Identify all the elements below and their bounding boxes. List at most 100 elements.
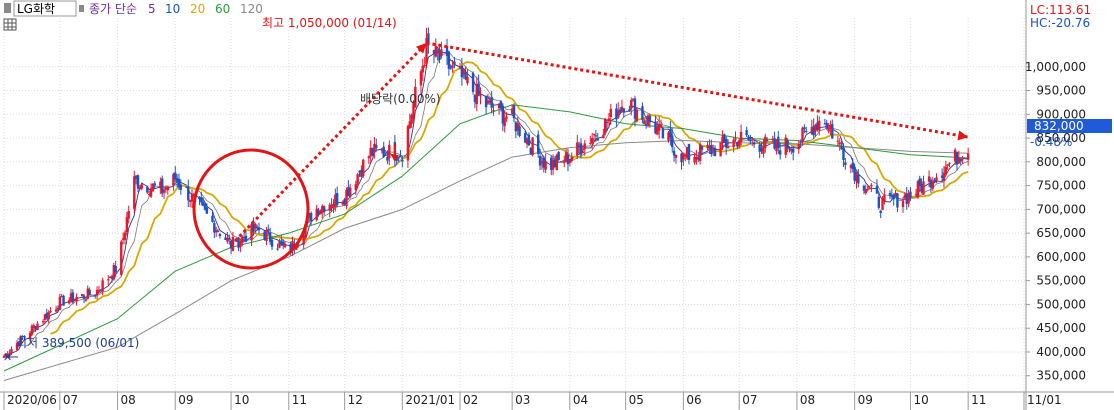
- candle-body: [788, 147, 791, 150]
- candle-body: [451, 65, 454, 68]
- candle-body: [635, 109, 639, 122]
- x-tick-label: 11: [971, 393, 986, 407]
- candle-body: [581, 151, 585, 154]
- candle-body: [343, 199, 346, 204]
- candle-body: [801, 127, 804, 143]
- candle-body: [255, 226, 259, 228]
- candle-body: [825, 122, 828, 129]
- candle-body: [641, 106, 644, 121]
- candle-body: [30, 325, 34, 335]
- candle-body: [175, 178, 179, 182]
- panel-handle-icon: [4, 3, 11, 13]
- candle-body: [654, 121, 657, 134]
- candle-body: [894, 192, 897, 197]
- candle-body: [19, 335, 22, 345]
- candle-body: [317, 210, 320, 216]
- candle-body: [200, 197, 203, 203]
- candle-body: [84, 299, 88, 301]
- candle-body: [751, 139, 754, 141]
- candle-body: [295, 246, 298, 250]
- candle-body: [583, 143, 586, 150]
- candle-body: [347, 187, 350, 197]
- legend-ma10[interactable]: 10: [165, 2, 180, 16]
- candle-body: [966, 153, 970, 160]
- candle-body: [879, 210, 882, 214]
- x-tick-label: 03: [515, 393, 530, 407]
- candle-body: [322, 206, 326, 213]
- candle-body: [60, 295, 63, 298]
- x-tick-label: 07: [742, 393, 757, 407]
- candle-body: [550, 157, 553, 171]
- candle-body: [58, 296, 62, 310]
- candle-body: [901, 200, 905, 208]
- candle-body: [151, 183, 155, 192]
- candle-body: [933, 179, 936, 183]
- candle-body: [82, 295, 86, 299]
- candle-body: [224, 237, 227, 240]
- candle-body: [762, 147, 765, 154]
- candle-body: [698, 144, 702, 161]
- candle-body: [851, 162, 854, 169]
- candle-body: [140, 184, 143, 189]
- candle-body: [525, 138, 529, 144]
- price-change: -0.48%: [1030, 135, 1072, 149]
- candle-body: [542, 157, 545, 168]
- candle-body: [479, 95, 482, 97]
- candle-body: [816, 122, 819, 130]
- candle-body: [276, 248, 279, 250]
- candle-body: [445, 46, 449, 56]
- candle-body: [335, 193, 339, 205]
- candle-body: [736, 141, 739, 147]
- candle-body: [108, 277, 112, 279]
- trendline-down-arrow: [957, 130, 969, 141]
- candle-body: [458, 66, 462, 69]
- candle-body: [590, 138, 594, 144]
- legend-ma20[interactable]: 20: [190, 2, 205, 16]
- candle-body: [425, 37, 428, 65]
- candle-body: [527, 134, 531, 146]
- candle-body: [903, 194, 907, 199]
- candle-body: [120, 241, 123, 275]
- candle-body: [948, 162, 951, 164]
- candle-body: [592, 134, 596, 136]
- candle-body: [838, 142, 841, 145]
- legend-ma120[interactable]: 120: [240, 2, 263, 16]
- y-axis: 1,000,000 950,000 900,000 850,000 800,000 750…: [1025, 60, 1086, 383]
- x-tick-label: 04: [573, 393, 588, 407]
- candle-body: [875, 185, 879, 194]
- candle-body: [827, 125, 830, 132]
- candle-body: [916, 181, 920, 198]
- candle-body: [388, 144, 391, 159]
- candle-body: [384, 154, 387, 156]
- candle-body: [680, 153, 683, 163]
- candle-body: [382, 146, 385, 157]
- candle-body: [161, 178, 164, 194]
- candle-body: [438, 50, 441, 60]
- hc-label: HC:-20.76: [1030, 16, 1090, 30]
- candle-body: [179, 184, 183, 190]
- legend-ma60[interactable]: 60: [215, 2, 230, 16]
- legend-ma5[interactable]: 5: [148, 2, 156, 16]
- candle-body: [760, 148, 763, 152]
- candle-body: [752, 142, 756, 145]
- candle-body: [602, 134, 605, 139]
- candle-body: [149, 188, 153, 197]
- candle-body: [684, 154, 687, 156]
- candle-body: [395, 158, 398, 161]
- candle-body: [814, 124, 817, 132]
- candle-body: [406, 126, 410, 161]
- stock-name-box[interactable]: [13, 0, 77, 17]
- candle-body: [888, 193, 892, 196]
- candle-body: [2, 355, 6, 358]
- candle-body: [110, 276, 114, 279]
- candle-body: [397, 157, 400, 159]
- candle-body: [67, 300, 71, 304]
- candle-body: [34, 326, 37, 330]
- candle-body: [492, 110, 495, 112]
- trendline-up-arrow: [415, 43, 427, 54]
- candle-body: [216, 230, 220, 232]
- candle-body: [914, 194, 918, 196]
- grid-table-icon[interactable]: [3, 18, 17, 31]
- candle-body: [36, 323, 39, 331]
- ma120-line: [3, 139, 969, 381]
